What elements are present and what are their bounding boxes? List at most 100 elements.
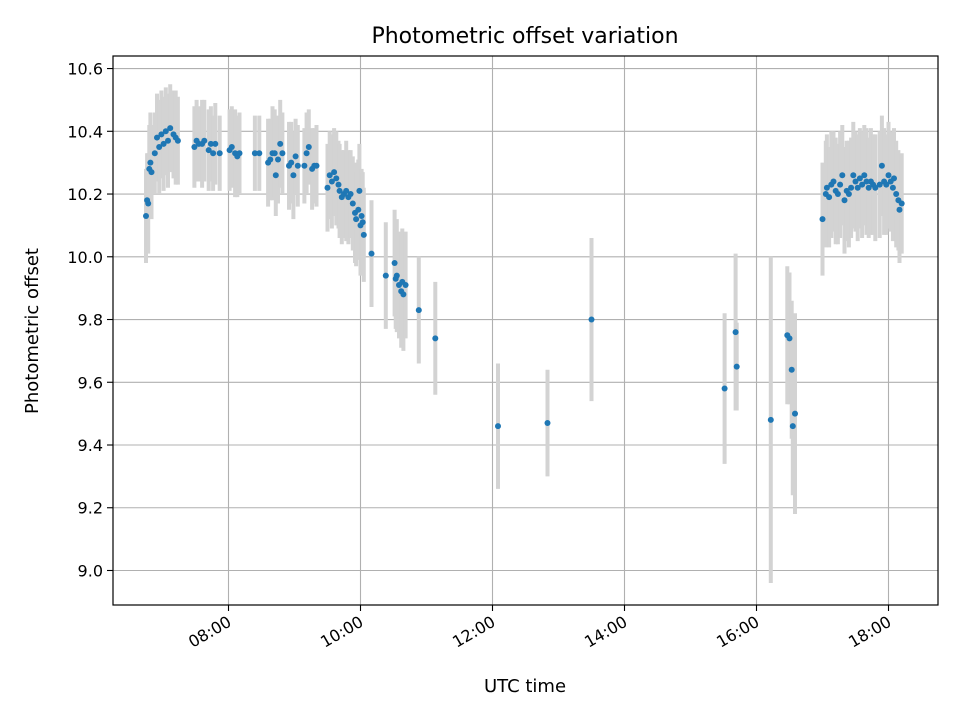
chart-title: Photometric offset variation xyxy=(371,24,678,49)
data-point xyxy=(353,216,360,223)
data-point xyxy=(845,191,852,198)
data-point xyxy=(294,162,301,169)
data-point xyxy=(324,184,331,191)
data-point xyxy=(896,206,903,213)
data-point xyxy=(333,175,340,182)
data-point xyxy=(212,140,219,147)
data-point xyxy=(355,206,362,213)
data-point xyxy=(786,335,793,342)
x-axis-label: UTC time xyxy=(484,676,566,697)
point-layer xyxy=(143,125,905,430)
data-point xyxy=(143,212,149,219)
data-point xyxy=(841,197,848,204)
data-point xyxy=(162,128,169,135)
y-tick-label: 9.0 xyxy=(78,561,103,580)
data-point xyxy=(151,150,158,157)
data-point xyxy=(303,150,310,157)
data-point xyxy=(393,272,400,279)
data-point xyxy=(251,150,258,157)
data-point xyxy=(788,366,795,373)
data-point xyxy=(279,150,286,157)
data-point xyxy=(210,150,217,157)
data-point xyxy=(789,423,796,430)
data-point xyxy=(356,187,363,194)
data-point xyxy=(391,260,398,267)
data-point xyxy=(343,187,350,194)
data-point xyxy=(174,137,181,144)
data-point xyxy=(165,137,171,144)
data-point xyxy=(854,184,861,191)
data-point xyxy=(850,172,857,179)
y-tick-label: 9.6 xyxy=(78,373,103,392)
data-point xyxy=(863,178,870,185)
data-point xyxy=(228,143,235,150)
data-point xyxy=(154,134,160,141)
data-point xyxy=(368,250,375,257)
data-point xyxy=(891,175,897,182)
data-point xyxy=(288,159,295,166)
data-point xyxy=(889,184,896,191)
data-point xyxy=(313,162,320,169)
y-axis: 9.0 9.2 9.4 9.6 9.8 10.0 10.2 10.4 10.6 xyxy=(67,60,113,580)
data-point xyxy=(872,184,879,191)
data-point xyxy=(859,181,866,188)
data-point xyxy=(271,150,278,157)
data-point xyxy=(156,143,163,150)
data-point xyxy=(326,172,333,179)
data-point xyxy=(349,200,356,207)
data-point xyxy=(290,172,297,179)
data-point xyxy=(839,172,846,179)
y-tick-label: 9.8 xyxy=(78,311,103,330)
data-point xyxy=(893,191,900,198)
data-point xyxy=(360,231,367,238)
data-point xyxy=(256,150,263,157)
data-point xyxy=(305,143,312,150)
data-point xyxy=(588,316,595,323)
y-tick-label: 9.2 xyxy=(78,499,103,518)
data-point xyxy=(856,175,863,182)
data-point xyxy=(275,156,281,163)
plot-frame xyxy=(112,55,939,606)
data-point xyxy=(336,187,343,194)
data-point xyxy=(432,335,439,342)
data-point xyxy=(402,282,409,289)
data-point xyxy=(495,423,501,430)
data-point xyxy=(792,410,798,417)
y-axis-label: Photometric offset xyxy=(22,248,43,414)
data-point xyxy=(147,159,154,166)
data-point xyxy=(335,181,342,188)
data-point xyxy=(358,212,365,219)
data-point xyxy=(826,194,833,201)
data-point xyxy=(898,200,905,207)
data-point xyxy=(732,329,739,336)
data-point xyxy=(885,172,892,179)
data-point xyxy=(848,184,855,191)
data-point xyxy=(861,172,868,179)
data-point xyxy=(347,191,354,198)
data-point xyxy=(160,140,167,147)
data-point xyxy=(359,219,366,226)
data-point xyxy=(331,169,338,176)
y-tick-label: 10.6 xyxy=(67,60,103,79)
data-point xyxy=(876,181,883,188)
data-point xyxy=(733,363,740,370)
data-point xyxy=(148,169,155,176)
data-point xyxy=(216,150,223,157)
y-tick-label: 10.4 xyxy=(67,122,103,141)
data-point xyxy=(852,178,859,185)
data-point xyxy=(767,416,774,423)
y-tick-label: 10.0 xyxy=(67,248,103,267)
data-point xyxy=(834,191,841,198)
data-point xyxy=(837,181,844,188)
data-point xyxy=(158,131,165,138)
data-point xyxy=(544,420,551,427)
data-point xyxy=(167,125,174,132)
data-point xyxy=(823,184,830,191)
data-point xyxy=(272,172,279,179)
data-point xyxy=(819,216,826,223)
data-point xyxy=(382,272,389,279)
y-tick-label: 9.4 xyxy=(78,436,103,455)
data-point xyxy=(415,307,422,314)
